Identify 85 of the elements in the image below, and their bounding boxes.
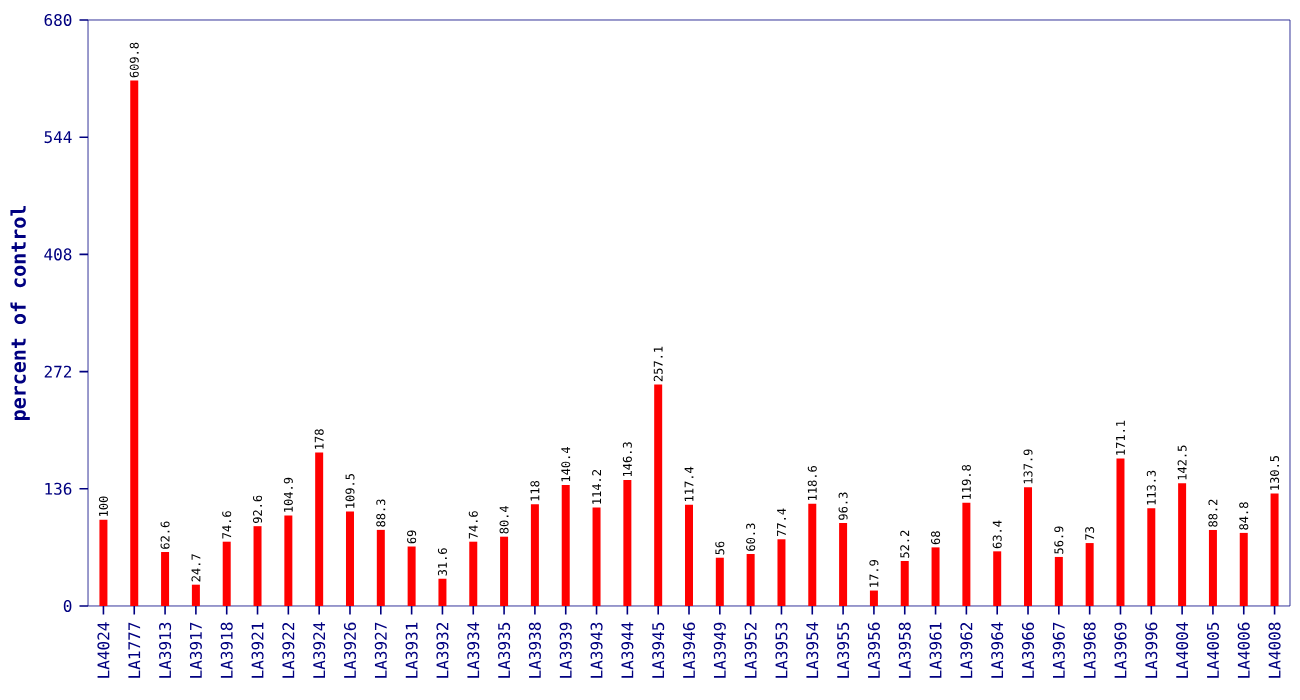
x-tick-label: LA3934 — [467, 622, 480, 678]
x-tick-label: LA3953 — [775, 622, 788, 678]
x-tick-label: LA4006 — [1237, 622, 1250, 678]
x-tick-label: LA3949 — [713, 622, 726, 678]
bar — [1085, 543, 1094, 606]
x-tick-label: LA3935 — [498, 622, 511, 678]
bar — [900, 560, 909, 606]
x-tick-label: LA4004 — [1176, 622, 1189, 678]
bar — [1116, 458, 1125, 606]
bar — [993, 551, 1002, 606]
x-tick-label: LA3945 — [652, 622, 665, 678]
x-tick-label: LA3964 — [991, 622, 1004, 678]
y-tick-label: 0 — [63, 599, 72, 613]
y-tick-label: 680 — [44, 13, 72, 27]
bar — [839, 522, 848, 606]
x-tick-label: LA3922 — [282, 622, 295, 678]
bar — [746, 554, 755, 606]
bar — [438, 578, 447, 606]
bar — [315, 452, 324, 606]
x-tick-label: LA3952 — [744, 622, 757, 678]
y-axis-title: percent of control — [10, 205, 30, 420]
y-tick-label: 136 — [45, 482, 72, 495]
bar — [869, 590, 878, 606]
x-tick-label: LA3961 — [929, 622, 942, 678]
bar — [808, 503, 817, 606]
bar — [1147, 508, 1156, 606]
x-tick-label: LA4024 — [97, 622, 110, 678]
x-tick-label: LA3996 — [1145, 622, 1158, 678]
x-tick-label: LA3955 — [837, 622, 850, 678]
x-tick-label: LA3966 — [1021, 622, 1035, 678]
x-tick-label: LA3968 — [1083, 622, 1096, 678]
bar — [654, 384, 663, 606]
x-tick-label: LA3954 — [806, 622, 819, 678]
bar — [469, 541, 478, 606]
x-tick-label: LA3962 — [960, 622, 973, 678]
x-tick-label: LA3927 — [374, 622, 387, 678]
bar — [715, 557, 724, 606]
bar — [561, 484, 570, 606]
x-tick-label: LA4008 — [1268, 622, 1281, 678]
bar — [191, 584, 200, 606]
bar — [1054, 556, 1063, 606]
x-tick-label: LA3932 — [436, 622, 449, 678]
bar — [1024, 487, 1033, 606]
bar — [161, 552, 170, 606]
x-tick-label: LA1777 — [128, 622, 141, 678]
bar — [253, 526, 262, 606]
x-tick-label: LA3967 — [1052, 622, 1065, 678]
x-tick-label: LA3939 — [559, 622, 572, 678]
x-tick-label: LA3917 — [189, 622, 202, 678]
x-tick-label: LA3918 — [220, 622, 233, 678]
bar — [777, 539, 786, 606]
x-tick-label: LA3931 — [405, 622, 418, 678]
x-tick-label: LA3913 — [159, 622, 172, 678]
bar — [376, 529, 385, 606]
x-tick-label: LA3958 — [898, 622, 911, 678]
bar — [99, 519, 108, 606]
bar — [130, 80, 139, 606]
bar — [530, 504, 539, 606]
bar — [1178, 483, 1187, 606]
bar — [1208, 529, 1217, 606]
bar — [931, 547, 940, 606]
bar — [685, 504, 693, 606]
y-tick-label: 408 — [44, 248, 72, 261]
x-tick-label: LA3944 — [621, 622, 634, 678]
bar — [222, 541, 231, 606]
bar — [623, 479, 632, 606]
x-tick-label: LA3921 — [251, 622, 264, 678]
bar — [284, 515, 293, 606]
y-tick-label: 272 — [44, 365, 72, 378]
x-tick-label: LA3956 — [867, 622, 880, 678]
x-tick-label: LA4005 — [1206, 622, 1219, 678]
bar — [1239, 532, 1248, 606]
bar — [592, 507, 601, 606]
y-tick-label: 544 — [44, 131, 72, 144]
bar — [1270, 493, 1279, 606]
bar — [962, 502, 971, 606]
x-tick-label: LA3943 — [590, 622, 603, 678]
x-tick-label: LA3946 — [682, 622, 696, 678]
bar — [500, 536, 509, 606]
x-tick-label: LA3938 — [528, 622, 541, 678]
x-tick-label: LA3924 — [313, 622, 326, 678]
bar — [345, 511, 354, 606]
x-tick-label: LA3926 — [343, 622, 357, 678]
x-tick-label: LA3969 — [1114, 622, 1127, 678]
bar — [407, 546, 416, 606]
